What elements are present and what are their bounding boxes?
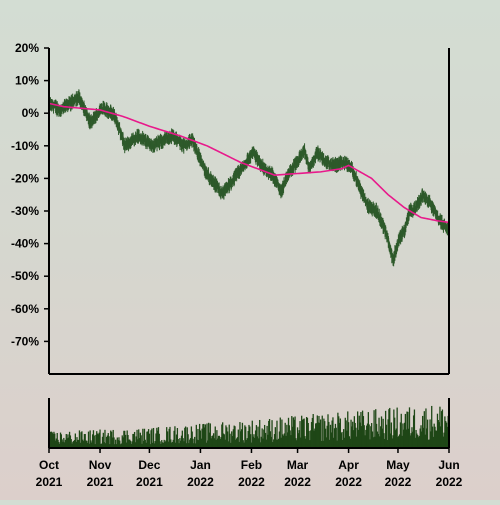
y-tick-label: -20%	[11, 171, 39, 185]
y-axis-ticks: 20% 10% 0% -10% -20% -30% -40% -50% -60% -70%	[11, 41, 49, 348]
x-tick-label-year: 2022	[385, 475, 412, 489]
x-tick-label-month: Jan	[190, 458, 211, 472]
x-tick-label-year: 2022	[284, 475, 311, 489]
x-tick-label-year: 2021	[87, 475, 114, 489]
moving-average-line	[48, 102, 450, 224]
x-tick-label-month: Oct	[39, 458, 59, 472]
x-tick-label-month: Mar	[287, 458, 309, 472]
x-tick-label-month: Apr	[338, 458, 359, 472]
y-tick-label: -40%	[11, 237, 39, 251]
x-tick-label-year: 2022	[335, 475, 362, 489]
y-tick-label: -60%	[11, 302, 39, 316]
y-tick-label: -50%	[11, 269, 39, 283]
x-tick-label-year: 2022	[238, 475, 265, 489]
y-tick-label: 0%	[22, 106, 40, 120]
y-tick-label: -70%	[11, 334, 39, 348]
x-axis-ticks: Oct 2021 Nov 2021 Dec 2021 Jan 2022 Feb 2022 Mar 20…	[36, 448, 463, 489]
y-tick-label: 20%	[15, 41, 39, 55]
axes	[48, 48, 450, 449]
y-tick-label: 10%	[15, 74, 39, 88]
y-tick-label: -10%	[11, 139, 39, 153]
x-tick-label-month: Jun	[438, 458, 459, 472]
x-tick-label-year: 2022	[436, 475, 463, 489]
x-tick-label-month: May	[386, 458, 410, 472]
x-tick-label-month: Feb	[241, 458, 262, 472]
x-tick-label-month: Nov	[89, 458, 112, 472]
price-series	[48, 89, 450, 267]
volume-bars	[49, 405, 449, 448]
x-tick-label-year: 2022	[187, 475, 214, 489]
x-tick-label-year: 2021	[36, 475, 63, 489]
x-tick-label-month: Dec	[138, 458, 160, 472]
y-tick-label: -30%	[11, 204, 39, 218]
x-tick-label-year: 2021	[136, 475, 163, 489]
